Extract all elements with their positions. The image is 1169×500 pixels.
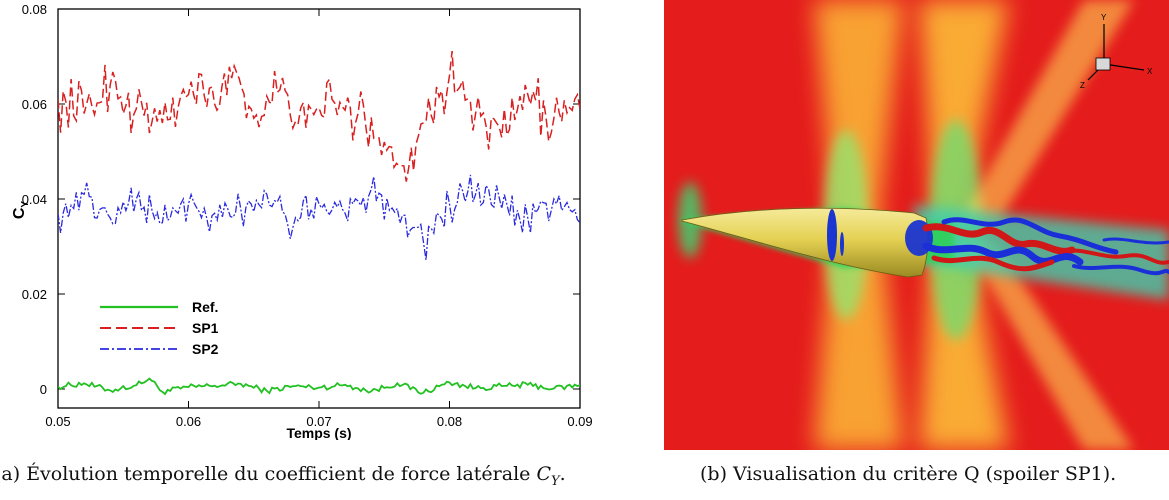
wake-region: [914, 205, 1169, 300]
y-tick-label: 0.02: [22, 287, 47, 302]
x-axis-label: Temps (s): [286, 425, 351, 440]
vortex-tube-red: [1058, 248, 1169, 265]
x-tick-label: 0.06: [176, 414, 201, 429]
x-tick-label: 0.07: [306, 414, 331, 429]
x-tick-label: 0.08: [437, 414, 462, 429]
spoiler: [827, 209, 837, 261]
q-criterion-visualization: Y X Z: [664, 0, 1169, 450]
series-line-ref: [58, 377, 580, 396]
caption-a-end: .: [559, 463, 566, 485]
y-axis-label: CY: [11, 201, 31, 220]
y-tick-label: 0.04: [22, 192, 47, 207]
triad-label-x: X: [1147, 67, 1153, 76]
series-line-sp2: [58, 174, 580, 260]
cy-time-history-chart: 0 0.02 0.04 0.06 0.08 0.05 0.06 0.07 0.0…: [11, 2, 593, 440]
vortex-tube-blue: [941, 217, 1119, 255]
x-tick-labels: 0.05 0.06 0.07 0.08 0.09: [45, 414, 592, 429]
series-layer: [58, 50, 580, 396]
legend-label-ref: Ref.: [192, 299, 218, 315]
x-tick-label: 0.09: [567, 414, 592, 429]
upper-wake-streaks: [964, 0, 1134, 230]
caption-a-symbol-main: C: [536, 463, 551, 485]
lower-wake-streaks: [964, 240, 1134, 450]
y-tick-label: 0.08: [22, 2, 47, 17]
x-tick-label: 0.05: [45, 414, 70, 429]
vortex-tube-blue: [922, 242, 1084, 266]
y-tick-labels: 0 0.02 0.04 0.06 0.08: [22, 2, 47, 397]
y-tick-label: 0: [40, 382, 47, 397]
triad-label-y: Y: [1101, 13, 1107, 22]
vortex-tube-red: [931, 255, 1055, 272]
wake-vortices: [922, 217, 1169, 276]
caption-a-symbol-sub: Y: [550, 473, 560, 489]
caption-a: (a) Évolution temporelle du coefficient …: [0, 456, 566, 492]
triad-label-z: Z: [1080, 81, 1085, 90]
vortex-tube-red: [922, 223, 1076, 255]
legend: Ref. SP1 SP2: [100, 299, 219, 357]
spoiler-root: [840, 232, 844, 256]
y-axis-label-main: C: [11, 207, 28, 219]
y-axis-label-sub: Y: [20, 201, 31, 208]
legend-label-sp1: SP1: [192, 320, 219, 336]
vortex-tube-blue: [1072, 264, 1169, 276]
triad-cube: [1095, 57, 1111, 71]
caption-b: (b) Visualisation du critère Q (spoiler …: [700, 463, 1117, 485]
orientation-triad: Y X Z: [1080, 13, 1153, 90]
vortex-tube-blue: [1102, 237, 1169, 245]
axis-ticks: [57, 8, 581, 408]
x-axis-arrow: [1103, 63, 1145, 71]
y-tick-label: 0.06: [22, 97, 47, 112]
plot-area-frame: [57, 8, 581, 409]
legend-label-sp2: SP2: [192, 341, 219, 357]
caption-a-text: (a) Évolution temporelle du coefficient …: [0, 463, 537, 485]
svg-text:CY: CY: [11, 201, 31, 220]
caption-a-symbol: CY: [536, 463, 559, 489]
